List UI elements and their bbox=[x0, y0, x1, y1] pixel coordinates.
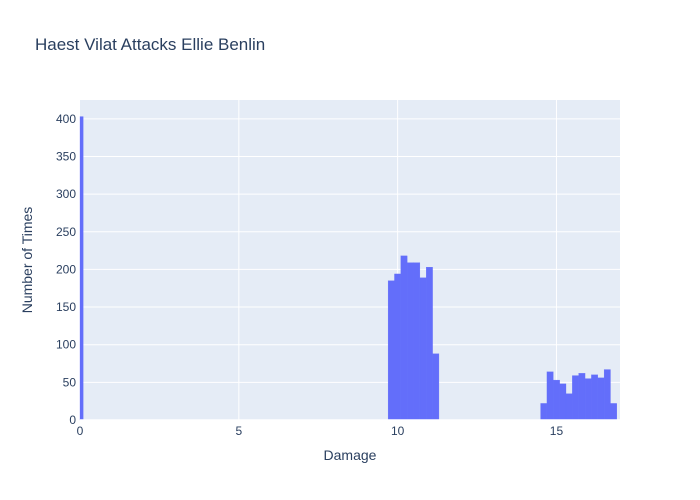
histogram-bar[interactable] bbox=[553, 379, 560, 421]
histogram-bar[interactable] bbox=[584, 378, 592, 421]
x-axis-label: Damage bbox=[324, 447, 377, 463]
y-tick-label: 400 bbox=[56, 112, 76, 126]
histogram-bar[interactable] bbox=[565, 393, 573, 421]
histogram-bar[interactable] bbox=[559, 383, 567, 421]
histogram-bar[interactable] bbox=[546, 371, 554, 421]
histogram-bar[interactable] bbox=[407, 262, 414, 421]
histogram-bar[interactable] bbox=[426, 267, 433, 421]
histogram-bar[interactable] bbox=[413, 262, 421, 421]
histogram-bar[interactable] bbox=[400, 255, 408, 421]
y-tick-label: 50 bbox=[63, 375, 77, 389]
x-tick-label: 15 bbox=[550, 424, 564, 438]
y-tick-label: 100 bbox=[56, 338, 76, 352]
histogram-bar[interactable] bbox=[610, 403, 617, 421]
histogram-bar[interactable] bbox=[578, 373, 586, 421]
bars bbox=[79, 116, 620, 421]
histogram-bar[interactable] bbox=[603, 369, 611, 421]
histogram-bar[interactable] bbox=[597, 377, 605, 421]
y-tick-label: 250 bbox=[56, 225, 76, 239]
histogram-bar[interactable] bbox=[419, 277, 427, 421]
histogram-bar[interactable] bbox=[79, 116, 84, 421]
y-tick-label: 0 bbox=[69, 413, 76, 427]
grid-lines bbox=[80, 100, 620, 421]
histogram-bar[interactable] bbox=[540, 403, 548, 421]
chart-title: Haest Vilat Attacks Ellie Benlin bbox=[35, 35, 265, 54]
x-tick-labels: 0 5 10 15 bbox=[77, 424, 564, 438]
histogram-bar[interactable] bbox=[432, 353, 440, 421]
y-tick-label: 350 bbox=[56, 149, 76, 163]
y-tick-label: 300 bbox=[56, 187, 76, 201]
y-tick-label: 150 bbox=[56, 300, 76, 314]
plot-area bbox=[80, 100, 620, 420]
histogram-bar[interactable] bbox=[387, 280, 395, 421]
x-tick-label: 5 bbox=[235, 424, 242, 438]
y-tick-labels: 0 50 100 150 200 250 300 350 400 bbox=[56, 112, 76, 427]
y-tick-label: 200 bbox=[56, 262, 76, 276]
y-axis-label: Number of Times bbox=[19, 207, 35, 314]
histogram-bar[interactable] bbox=[394, 273, 401, 421]
histogram-bar[interactable] bbox=[572, 375, 579, 421]
x-tick-label: 10 bbox=[391, 424, 405, 438]
histogram-bar[interactable] bbox=[591, 374, 598, 421]
x-tick-label: 0 bbox=[77, 424, 84, 438]
